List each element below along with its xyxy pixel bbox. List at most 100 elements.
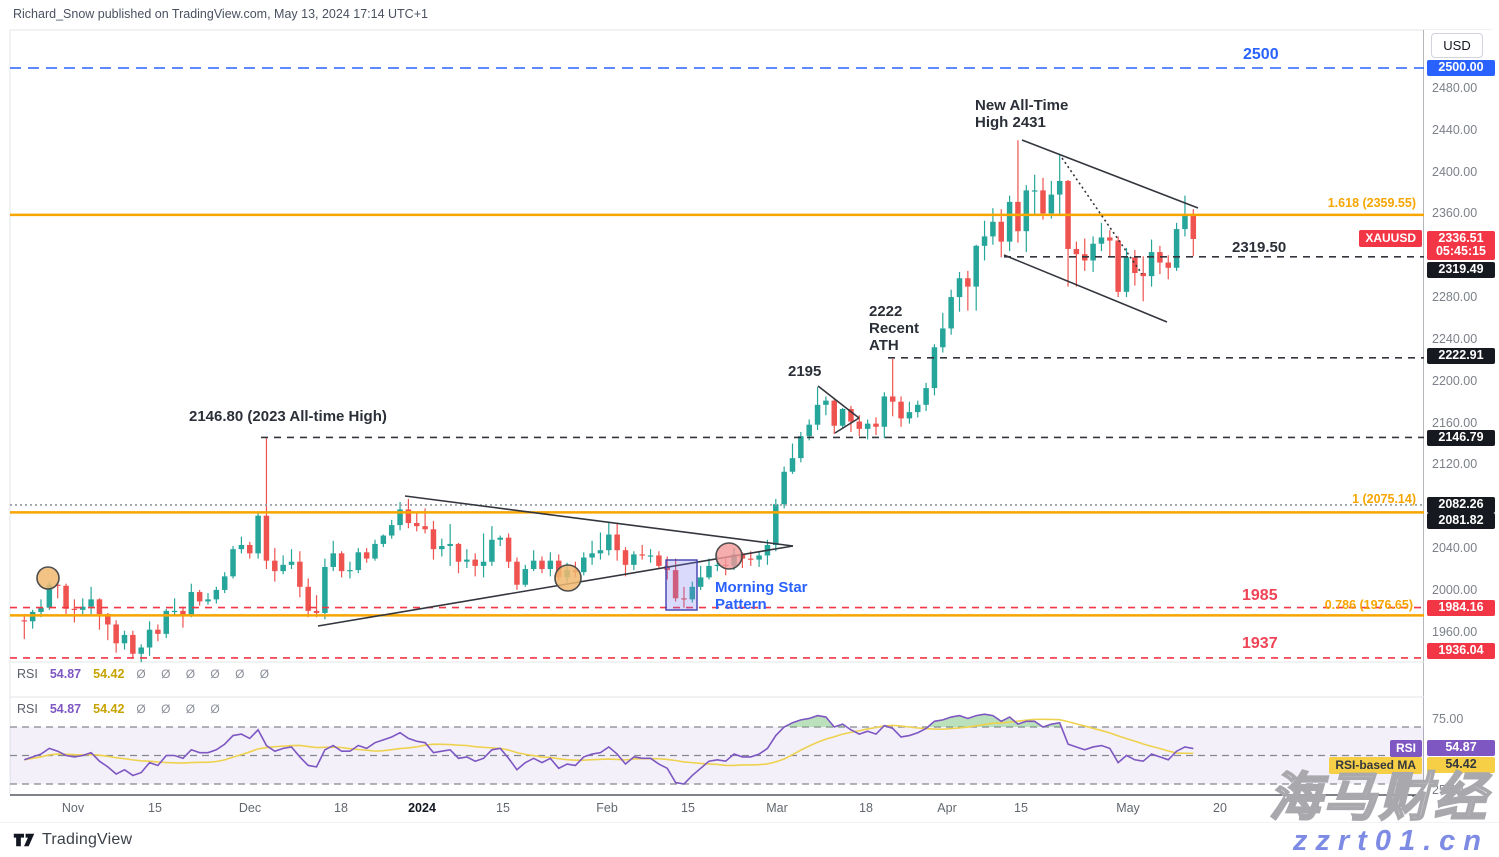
candle-body xyxy=(973,245,979,287)
candle-body xyxy=(163,610,169,634)
candle-body xyxy=(889,396,896,402)
indicator-legend-rsi-1: RSI 54.87 54.42 Ø Ø Ø Ø Ø Ø xyxy=(17,667,275,681)
indicator-title[interactable]: RSI xyxy=(17,702,38,716)
price-tick: 2120.00 xyxy=(1432,457,1478,472)
candle-body xyxy=(280,564,286,572)
trendline-pennant-top[interactable] xyxy=(817,385,860,419)
time-label-apr: Apr xyxy=(937,801,957,815)
tradingview-logo-text[interactable]: TradingView xyxy=(42,831,133,848)
candle-body xyxy=(1090,243,1096,261)
candle-body xyxy=(380,535,387,544)
trendline-channel-inner-dotted[interactable] xyxy=(1061,157,1143,275)
candle-body xyxy=(823,400,829,405)
candle-body xyxy=(1190,214,1197,240)
candle-body xyxy=(405,509,412,524)
price-label-2319.49: 2319.49 xyxy=(1427,262,1495,278)
candle-body xyxy=(1098,237,1105,244)
rsi-tick: 75.00 xyxy=(1432,711,1464,726)
candle-body xyxy=(297,561,303,587)
rsi-tick: 25.00 xyxy=(1432,783,1464,798)
currency-button[interactable]: USD xyxy=(1431,33,1483,58)
rsi-value: 54.87 xyxy=(49,702,82,716)
time-label-15: 15 xyxy=(681,801,695,815)
fib-label-2: 0.786 (1976.65) xyxy=(1324,598,1413,612)
price-label-1984.16: 1984.16 xyxy=(1427,600,1495,616)
candle-body xyxy=(1073,248,1080,255)
rsi-overbought-fill xyxy=(927,714,1043,727)
time-label-mar: Mar xyxy=(766,801,788,815)
candle-body xyxy=(781,471,787,505)
candle-body xyxy=(422,526,428,530)
candle-body xyxy=(998,221,1004,242)
candle-body xyxy=(489,539,495,562)
trendline-pennant-bottom[interactable] xyxy=(834,417,860,434)
annotation-2195: 2195 xyxy=(788,363,822,380)
candle-body xyxy=(105,614,111,625)
candle-body xyxy=(430,529,437,550)
price-axis[interactable]: USD 2480.00 2440.00 2400.00 2360.00 2280.00 2… xyxy=(1424,30,1499,822)
price-label-2082.26: 2082.26 xyxy=(1427,497,1495,513)
price-label-54.87: 54.87 xyxy=(1427,740,1495,756)
indicator-control-icons[interactable]: Ø Ø Ø Ø Ø Ø xyxy=(136,667,276,681)
trendline-falling-channel-bottom[interactable] xyxy=(1003,254,1168,323)
candle-body xyxy=(915,404,921,413)
candle-body xyxy=(873,423,879,427)
time-label-18: 18 xyxy=(859,801,873,815)
candle-body xyxy=(689,586,696,600)
circle-marker-3[interactable] xyxy=(715,542,743,570)
candle-body xyxy=(990,221,996,237)
candle-body xyxy=(196,592,203,602)
trendline-triangle-bottom[interactable] xyxy=(317,545,794,627)
rsi-ma-value: 54.42 xyxy=(93,667,125,681)
candle-body xyxy=(1157,252,1163,263)
candle-body xyxy=(1023,190,1030,232)
candle-body xyxy=(931,347,938,389)
time-label-may: May xyxy=(1116,801,1140,815)
time-label-2024: 2024 xyxy=(408,801,436,815)
time-label-20: 20 xyxy=(1213,801,1227,815)
rsi-pane-badge-rsi: RSI xyxy=(1389,740,1422,757)
candle-body xyxy=(839,408,846,426)
candle-body xyxy=(773,504,779,545)
annotation-1937: 1937 xyxy=(1242,635,1278,652)
price-tick: 2160.00 xyxy=(1432,415,1478,430)
candle-body xyxy=(756,555,762,560)
rsi-overbought-fill xyxy=(784,715,835,727)
candle-body xyxy=(597,550,604,554)
price-label-2081.82: 2081.82 xyxy=(1427,513,1495,529)
circle-marker-2[interactable] xyxy=(554,564,582,592)
candle-body xyxy=(706,565,712,578)
byline: Richard_Snow published on TradingView.co… xyxy=(13,7,428,21)
trendline-falling-channel-top[interactable] xyxy=(1021,139,1199,209)
indicator-control-icons[interactable]: Ø Ø Ø Ø xyxy=(136,702,226,716)
candle-body xyxy=(881,396,888,427)
symbol-badge: XAUUSD xyxy=(1359,230,1422,247)
morning-star-zone[interactable] xyxy=(665,559,698,611)
candle-body xyxy=(1140,273,1146,277)
candle-body xyxy=(606,534,612,551)
candle-body xyxy=(54,584,61,586)
time-axis[interactable]: Nov 15 Dec 18 2024 15 Feb 15 Mar 18 Apr 15 May 20 Jun xyxy=(0,797,1499,822)
candle-body xyxy=(956,278,963,298)
candle-body xyxy=(138,647,144,654)
candle-body xyxy=(1165,262,1171,268)
candle-body xyxy=(848,408,854,422)
candle-body xyxy=(898,401,904,419)
circle-marker-1[interactable] xyxy=(36,566,60,590)
annotation-2222: 2222 Recent ATH xyxy=(869,303,920,354)
candle-body xyxy=(1107,237,1113,241)
trendline-triangle-top[interactable] xyxy=(404,495,794,547)
candle-body xyxy=(614,534,620,551)
candle-body xyxy=(472,559,478,566)
candle-body xyxy=(146,629,153,648)
candle-body xyxy=(464,559,470,562)
annotation-2319-50: 2319.50 xyxy=(1232,239,1287,256)
time-label-15: 15 xyxy=(496,801,510,815)
time-label-15: 15 xyxy=(148,801,162,815)
price-tick: 2040.00 xyxy=(1432,541,1478,556)
candle-body xyxy=(1048,194,1055,214)
annotation-2500: 2500 xyxy=(1243,46,1279,63)
candle-body xyxy=(647,555,654,557)
indicator-title[interactable]: RSI xyxy=(17,667,38,681)
